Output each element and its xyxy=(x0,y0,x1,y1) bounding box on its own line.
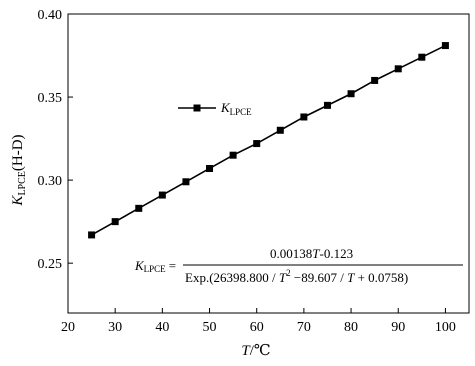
x-tick-label: 100 xyxy=(435,320,456,335)
data-point xyxy=(88,231,96,239)
formula-annotation: KLPCE = 0.00138T-0.123 Exp.(26398.800 / T… xyxy=(134,246,463,285)
x-tick-label: 40 xyxy=(155,320,169,335)
x-axis-title: T/℃ xyxy=(241,343,270,359)
formula-lhs-k: K xyxy=(134,258,145,273)
x-tick-label: 70 xyxy=(297,320,311,335)
y-tick-label: 0.35 xyxy=(38,91,63,106)
data-point xyxy=(182,178,190,186)
x-axis: 20 30 40 50 60 70 80 90 100 xyxy=(61,308,456,335)
formula-lhs-sub: LPCE xyxy=(144,264,167,274)
data-point xyxy=(111,218,119,226)
formula-den-a: Exp.(26398.800 / xyxy=(185,270,279,285)
data-point xyxy=(394,65,402,73)
y-axis: 0.25 0.30 0.35 0.40 xyxy=(38,8,73,272)
y-tick-label: 0.25 xyxy=(38,257,63,272)
data-point xyxy=(347,90,355,98)
series-line xyxy=(91,44,446,236)
legend: KLPCE xyxy=(178,100,252,117)
y-axis-title-k: K xyxy=(10,195,26,207)
data-point xyxy=(418,53,426,61)
x-axis-title-t: T xyxy=(241,343,251,359)
series-k-lpce xyxy=(88,42,449,239)
legend-marker xyxy=(193,104,201,112)
formula-denominator: Exp.(26398.800 / T2 −89.607 / T + 0.0758… xyxy=(185,268,408,285)
x-tick-label: 50 xyxy=(203,320,217,335)
data-point xyxy=(135,204,143,212)
data-point xyxy=(206,164,214,172)
y-axis-title: KLPCE(H-D) xyxy=(10,134,28,206)
plot-frame xyxy=(67,13,470,314)
formula-numerator: 0.00138T-0.123 xyxy=(270,246,353,261)
y-tick-label: 0.40 xyxy=(38,8,63,23)
formula-den-c: + 0.0758) xyxy=(354,270,408,285)
x-tick-label: 60 xyxy=(250,320,264,335)
x-tick-label: 90 xyxy=(391,320,405,335)
data-point xyxy=(158,191,166,199)
formula-den-b: −89.607 / xyxy=(291,270,347,285)
legend-sub: LPCE xyxy=(230,107,253,117)
data-point xyxy=(229,151,237,159)
data-point xyxy=(300,113,308,121)
x-axis-title-unit: /℃ xyxy=(250,343,271,359)
formula-num-b: -0.123 xyxy=(319,246,353,261)
legend-label: KLPCE xyxy=(220,100,252,117)
data-point xyxy=(441,42,449,50)
data-point xyxy=(276,126,284,134)
y-axis-title-sub: LPCE xyxy=(17,171,28,195)
legend-k: K xyxy=(220,100,231,115)
data-point xyxy=(323,101,331,109)
data-point xyxy=(253,140,261,148)
formula-den-t1: T xyxy=(279,270,287,285)
y-axis-title-suffix: (H-D) xyxy=(10,134,26,171)
formula-den-t2: T xyxy=(347,270,355,285)
formula-equals: = xyxy=(169,258,176,273)
data-point xyxy=(371,76,379,84)
formula-num-t: T xyxy=(312,246,320,261)
y-tick-label: 0.30 xyxy=(38,174,63,189)
x-tick-label: 20 xyxy=(61,320,75,335)
x-tick-label: 80 xyxy=(344,320,358,335)
x-tick-label: 30 xyxy=(108,320,122,335)
formula-den-exp: 2 xyxy=(286,268,291,278)
formula-num-a: 0.00138 xyxy=(270,246,312,261)
formula-lhs: KLPCE = xyxy=(134,258,176,274)
